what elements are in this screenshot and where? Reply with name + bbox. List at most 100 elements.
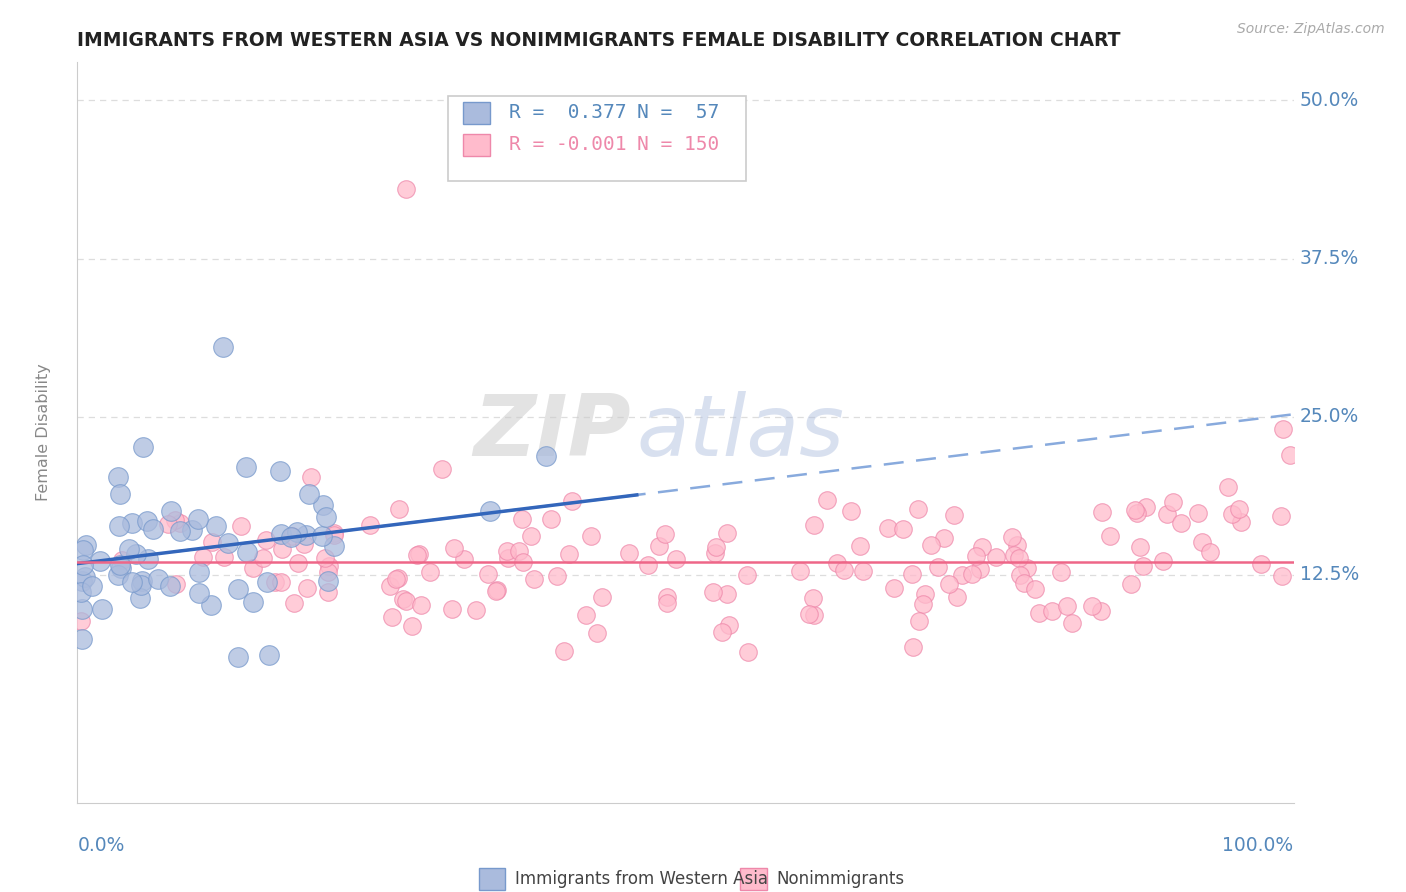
Point (920, 538, 942, 552)
Point (1008, 550, 1031, 565)
Point (387, 571, 409, 585)
Point (478, 504, 501, 518)
Point (311, 529, 333, 543)
Point (1191, 534, 1213, 549)
Point (1010, 568, 1032, 582)
FancyBboxPatch shape (463, 135, 491, 156)
Point (121, 575, 143, 590)
Point (136, 514, 159, 528)
Text: ZIP: ZIP (472, 391, 631, 475)
Point (187, 511, 209, 525)
Point (553, 644, 575, 658)
Point (191, 550, 214, 565)
Point (1271, 569, 1294, 583)
Point (408, 547, 430, 561)
Point (132, 440, 155, 454)
Point (718, 618, 741, 632)
FancyBboxPatch shape (478, 868, 505, 890)
Point (70, 574, 93, 588)
FancyBboxPatch shape (449, 95, 747, 181)
Point (378, 579, 401, 593)
Point (70, 615, 93, 629)
Point (586, 626, 609, 640)
Point (1270, 509, 1292, 524)
Point (70, 584, 93, 599)
Point (322, 539, 344, 553)
Point (735, 568, 758, 582)
Point (316, 574, 339, 588)
Point (1199, 544, 1222, 558)
Point (229, 519, 252, 533)
Point (914, 587, 936, 601)
Point (1090, 505, 1112, 519)
Point (136, 552, 159, 566)
Point (318, 558, 340, 573)
Point (107, 470, 129, 484)
Point (534, 450, 557, 464)
Point (710, 624, 733, 639)
Text: Nonimmigrants: Nonimmigrants (776, 870, 905, 888)
Text: Immigrants from Western Asia: Immigrants from Western Asia (515, 870, 768, 888)
Point (789, 564, 811, 578)
Point (1230, 515, 1253, 529)
Point (716, 526, 738, 541)
Point (510, 512, 533, 526)
Point (1062, 616, 1084, 631)
Point (314, 551, 336, 566)
Point (108, 558, 131, 573)
Point (965, 549, 987, 564)
Point (298, 487, 321, 501)
Point (200, 598, 222, 612)
Point (443, 541, 465, 556)
Text: 50.0%: 50.0% (1299, 91, 1358, 110)
Point (107, 567, 129, 582)
Point (312, 498, 335, 512)
Text: atlas: atlas (637, 391, 845, 475)
Point (259, 648, 281, 662)
Point (294, 527, 316, 541)
Point (441, 602, 464, 616)
Point (292, 537, 315, 551)
Text: IMMIGRANTS FROM WESTERN ASIA VS NONIMMIGRANTS FEMALE DISABILITY CORRELATION CHAR: IMMIGRANTS FROM WESTERN ASIA VS NONIMMIG… (77, 31, 1121, 50)
Point (1005, 538, 1028, 552)
Point (970, 541, 993, 555)
Point (702, 585, 724, 599)
Text: Female Disability: Female Disability (35, 364, 51, 501)
Point (226, 650, 249, 665)
Point (803, 518, 825, 533)
Point (1017, 561, 1039, 575)
Point (1012, 575, 1035, 590)
Point (737, 645, 759, 659)
Point (129, 591, 152, 605)
Text: N =  57: N = 57 (637, 103, 718, 121)
Point (1156, 508, 1178, 522)
Point (716, 587, 738, 601)
Point (1081, 599, 1104, 613)
Text: 12.5%: 12.5% (1299, 566, 1358, 584)
Point (169, 524, 191, 539)
Point (1028, 607, 1050, 621)
Point (391, 591, 413, 606)
Point (907, 614, 929, 628)
Point (280, 530, 302, 544)
Point (938, 576, 960, 591)
Point (1001, 530, 1024, 544)
Point (883, 581, 905, 595)
Point (181, 523, 204, 537)
Point (927, 560, 949, 574)
Point (1126, 506, 1149, 520)
Point (946, 591, 969, 605)
Point (129, 578, 152, 592)
Point (1132, 558, 1154, 573)
Point (188, 586, 211, 600)
Point (72, 632, 94, 646)
Text: 25.0%: 25.0% (1299, 408, 1358, 426)
Point (401, 619, 423, 633)
Point (1090, 604, 1112, 618)
Point (703, 545, 725, 559)
Point (832, 563, 855, 577)
Point (901, 640, 924, 654)
Point (575, 608, 598, 623)
Point (285, 525, 308, 540)
Point (1170, 516, 1192, 530)
